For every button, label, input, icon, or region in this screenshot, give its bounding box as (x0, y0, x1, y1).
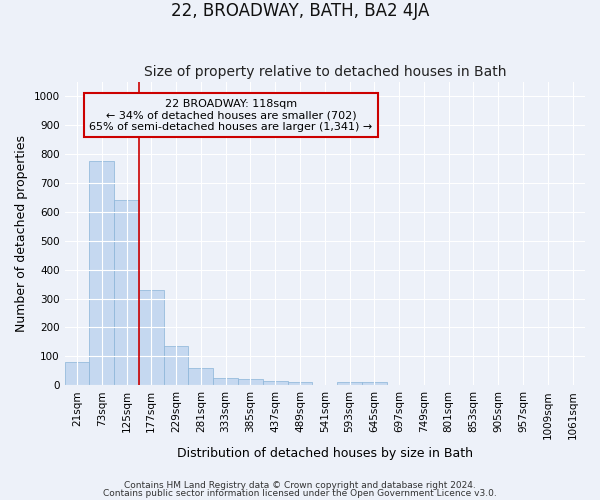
Bar (238, 380, 263, 385)
Bar (337, 382, 362, 385)
Text: Contains public sector information licensed under the Open Government Licence v3: Contains public sector information licen… (103, 489, 497, 498)
Bar (188, 368, 213, 385)
Bar (164, 346, 188, 385)
Bar (139, 290, 164, 385)
Bar (213, 378, 238, 385)
Bar (89, 162, 114, 385)
Text: 22 BROADWAY: 118sqm
← 34% of detached houses are smaller (702)
65% of semi-detac: 22 BROADWAY: 118sqm ← 34% of detached ho… (89, 98, 373, 132)
Title: Size of property relative to detached houses in Bath: Size of property relative to detached ho… (143, 66, 506, 80)
Y-axis label: Number of detached properties: Number of detached properties (15, 135, 28, 332)
Bar (65, 362, 89, 385)
Bar (287, 382, 313, 385)
Bar (362, 382, 387, 385)
Bar (114, 200, 139, 385)
X-axis label: Distribution of detached houses by size in Bath: Distribution of detached houses by size … (177, 447, 473, 460)
Bar (263, 381, 287, 385)
Text: Contains HM Land Registry data © Crown copyright and database right 2024.: Contains HM Land Registry data © Crown c… (124, 480, 476, 490)
Text: 22, BROADWAY, BATH, BA2 4JA: 22, BROADWAY, BATH, BA2 4JA (171, 2, 429, 21)
